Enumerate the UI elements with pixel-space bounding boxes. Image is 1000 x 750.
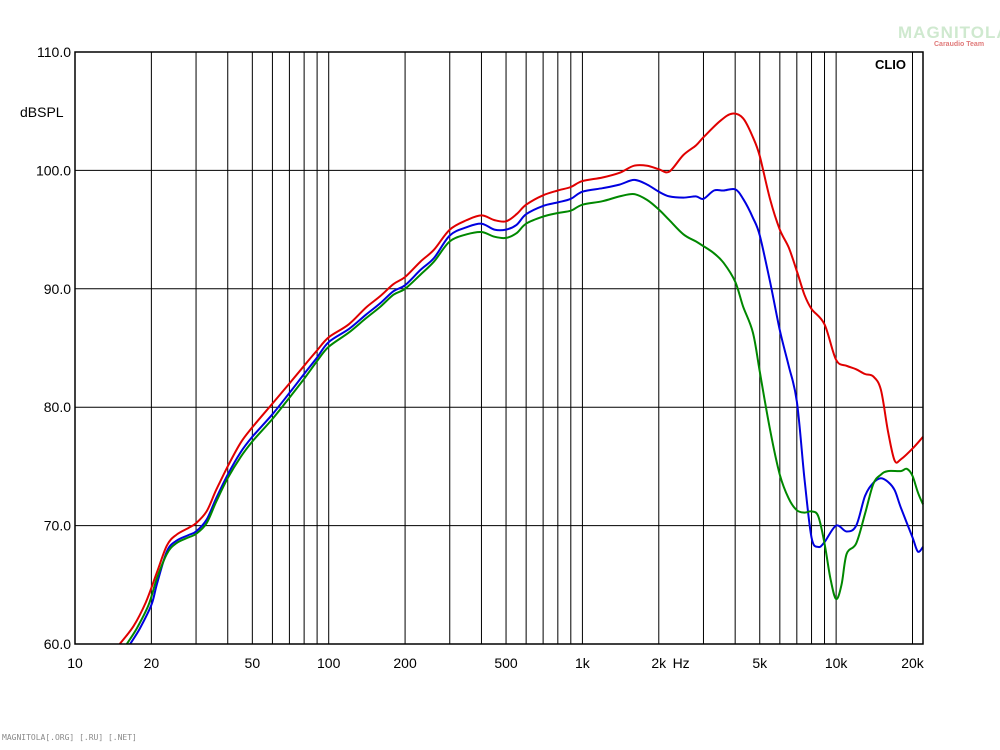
grid [75,51,923,645]
y-tick-label: 70.0 [44,518,71,534]
logo-text: MAGNITOLA [898,23,1000,42]
series-lines [118,112,924,645]
series-line-1 [118,112,924,645]
x-tick-label: 20 [144,655,160,671]
x-tick-label: 5k [752,655,768,671]
clio-brand-label: CLIO [875,57,906,72]
footer-text: MAGNITOLA[.ORG] [.RU] [.NET] [2,733,137,742]
x-tick-label: 200 [393,655,417,671]
plot-frame [74,51,924,645]
x-tick-label: 500 [494,655,518,671]
logo-tagline: Caraudio Team [934,41,984,48]
y-tick-label: 90.0 [44,281,71,297]
x-tick-label: 50 [245,655,261,671]
x-tick-label: 1k [575,655,591,671]
y-tick-label: 60.0 [44,636,71,652]
series-line-2 [129,178,924,645]
y-tick-label: 100.0 [36,162,71,178]
series-line-3 [125,192,924,645]
magnitola-logo: MAGNITOLA Caraudio Team [898,23,1000,48]
y-axis-label: dBSPL [20,104,64,120]
tick-labels: 60.0 70.0 80.0 90.0 100.0 110.0 10 20 50 100 200 50… [36,44,925,671]
y-tick-label: 110.0 [37,44,71,60]
x-tick-label: 2k [651,655,667,671]
y-tick-label: 80.0 [44,399,71,415]
x-axis-label: Hz [673,655,690,671]
x-tick-label: 10 [67,655,83,671]
x-tick-label: 20k [901,655,925,671]
x-tick-label: 100 [317,655,341,671]
x-tick-label: 10k [825,655,849,671]
